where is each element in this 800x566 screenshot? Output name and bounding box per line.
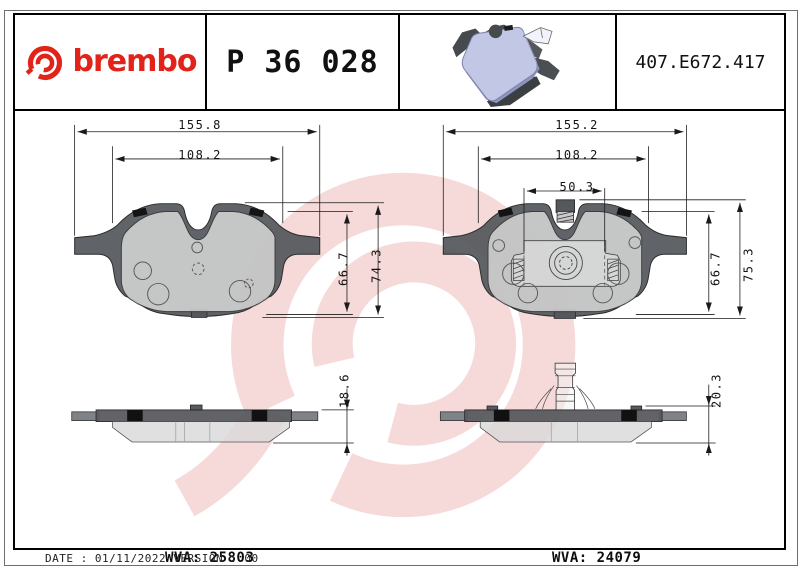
reference-code-cell: 407.E672.417 <box>617 15 784 109</box>
brake-pad-3d-image <box>451 24 560 107</box>
right-pad-front-drawing <box>442 199 687 319</box>
dim-label-left-pad-height: 66.7 <box>336 251 351 286</box>
dimension-lines-left <box>74 124 384 456</box>
product-image-cell <box>400 15 617 109</box>
brembo-logo-icon <box>25 45 62 80</box>
left-pad-front-drawing <box>74 203 321 318</box>
dim-label-right-overall-width: 155.2 <box>555 118 599 132</box>
right-pad-reference-block: WVA: 24079 QTY: x2 <box>552 513 641 566</box>
dim-label-left-thickness: 18.6 <box>337 373 352 408</box>
dim-label-left-total-height: 74.3 <box>369 248 384 283</box>
reference-code: 407.E672.417 <box>635 51 766 73</box>
dim-label-left-inner-width: 108.2 <box>178 148 222 162</box>
dim-label-right-total-height: 75.3 <box>741 247 756 282</box>
brand-cell: brembo <box>15 15 207 109</box>
dim-label-right-thickness: 20.3 <box>709 373 724 408</box>
dim-label-right-inner-width: 108.2 <box>555 148 599 162</box>
header: brembo P 36 028 407.E672.417 <box>15 15 784 111</box>
date-version-label: DATE : 01/11/2022 VERSION : 00 <box>45 552 259 565</box>
brand-wordmark: brembo <box>72 44 198 79</box>
technical-drawing-canvas <box>71 124 746 518</box>
right-wva-label: WVA: 24079 <box>552 550 642 566</box>
dim-label-right-pad-height: 66.7 <box>708 251 723 286</box>
part-number: P 36 028 <box>226 44 379 80</box>
part-number-cell: P 36 028 <box>207 15 400 109</box>
dimension-lines-right <box>442 124 746 456</box>
left-pad-reference-block: WVA: 25803 QTY: x2 <box>165 513 254 566</box>
right-pad-side-drawing <box>439 362 687 443</box>
left-pad-side-drawing <box>71 404 319 443</box>
left-wva-label: WVA: 25803 <box>165 550 255 566</box>
dim-label-right-spring-width: 50.3 <box>559 180 595 194</box>
dim-label-left-overall-width: 155.8 <box>178 118 222 132</box>
